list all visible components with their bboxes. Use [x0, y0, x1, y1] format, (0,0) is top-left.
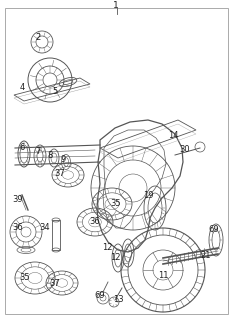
- Text: 36: 36: [90, 218, 100, 227]
- Text: 37: 37: [50, 278, 60, 287]
- Text: 1: 1: [113, 1, 119, 10]
- Text: 19: 19: [143, 191, 153, 201]
- Text: 8: 8: [47, 151, 53, 161]
- Text: 14: 14: [168, 132, 178, 140]
- Text: 21: 21: [201, 252, 211, 260]
- Text: 6: 6: [19, 143, 25, 153]
- Text: 69: 69: [209, 226, 219, 235]
- Text: 4: 4: [19, 84, 25, 92]
- Text: 7: 7: [35, 148, 41, 156]
- Text: 35: 35: [111, 199, 121, 209]
- Text: 69: 69: [95, 291, 105, 300]
- Text: 13: 13: [113, 295, 123, 305]
- Text: 2: 2: [35, 34, 41, 43]
- Text: 11: 11: [158, 270, 168, 279]
- Bar: [52, 220, 60, 250]
- Text: 12: 12: [102, 244, 112, 252]
- Text: 36: 36: [13, 223, 23, 233]
- Text: 34: 34: [40, 223, 50, 233]
- Text: 9: 9: [60, 156, 66, 164]
- Text: 39: 39: [13, 196, 23, 204]
- Text: 12: 12: [110, 253, 120, 262]
- Text: 5: 5: [52, 87, 58, 97]
- Text: 35: 35: [20, 274, 30, 283]
- Text: 37: 37: [55, 170, 65, 179]
- Text: 30: 30: [180, 146, 190, 155]
